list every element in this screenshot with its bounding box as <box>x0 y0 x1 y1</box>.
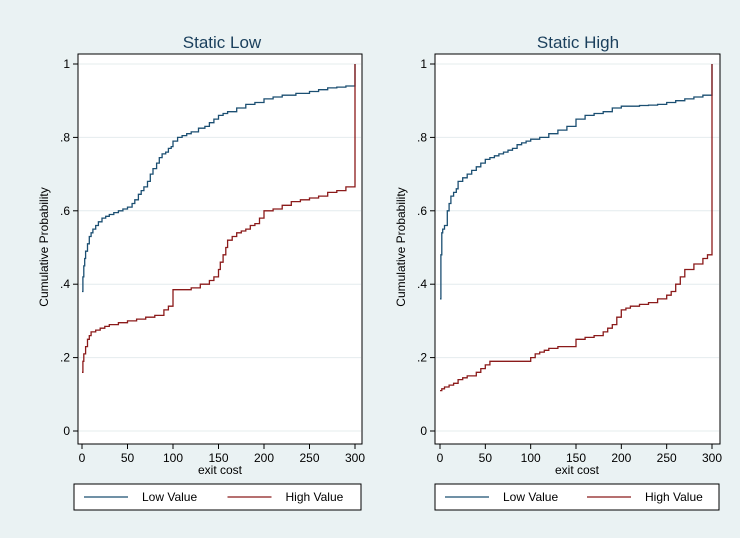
x-tick-label: 150 <box>208 451 228 465</box>
y-tick-label: 0 <box>63 424 70 438</box>
x-tick-label: 50 <box>479 451 493 465</box>
y-tick-label: .2 <box>417 351 427 365</box>
legend-box <box>434 483 720 511</box>
x-tick-label: 250 <box>657 451 677 465</box>
legend-label: High Value <box>286 490 344 504</box>
x-tick-label: 0 <box>79 451 86 465</box>
x-tick-label: 300 <box>702 451 722 465</box>
legend-label: High Value <box>645 490 703 504</box>
x-tick-label: 200 <box>254 451 274 465</box>
series-line-high-value <box>440 64 713 392</box>
x-tick-label: 0 <box>437 451 444 465</box>
chart-right: Static High 0 .2 .4 .6 .8 1 0 50 100 150 200 250 300 e… <box>394 33 722 511</box>
y-tick-label: .2 <box>60 351 70 365</box>
x-tick-label: 250 <box>299 451 319 465</box>
x-axis-label: exit cost <box>198 463 243 477</box>
y-tick-label: .6 <box>417 204 427 218</box>
chart-title: Static High <box>537 33 619 52</box>
x-tick-label: 100 <box>163 451 183 465</box>
legend-label: Low Value <box>142 490 197 504</box>
y-tick-label: .4 <box>60 277 70 291</box>
y-axis-label: Cumulative Probability <box>37 187 51 306</box>
series-line-low-value <box>82 64 356 293</box>
legend-label: Low Value <box>503 490 558 504</box>
chart-title: Static Low <box>183 33 262 52</box>
y-tick-label: .4 <box>417 277 427 291</box>
y-tick-label: .6 <box>60 204 70 218</box>
chart-left: Static Low 0 .2 .4 .6 .8 1 0 50 100 150 200 250 300 ex… <box>37 33 365 511</box>
y-tick-label: 0 <box>420 424 427 438</box>
x-tick-label: 50 <box>121 451 135 465</box>
x-tick-label: 100 <box>521 451 541 465</box>
plot-area <box>77 53 363 445</box>
y-tick-label: .8 <box>60 130 70 144</box>
y-axis-label: Cumulative Probability <box>394 187 408 306</box>
y-tick-label: .8 <box>417 130 427 144</box>
series-line-high-value <box>82 64 356 373</box>
x-tick-label: 150 <box>566 451 586 465</box>
y-tick-label: 1 <box>420 57 427 71</box>
y-tick-label: 1 <box>63 57 70 71</box>
x-tick-label: 300 <box>345 451 365 465</box>
series-line-low-value <box>440 64 713 300</box>
x-tick-label: 200 <box>611 451 631 465</box>
plot-area <box>434 53 721 445</box>
x-axis-label: exit cost <box>555 463 600 477</box>
